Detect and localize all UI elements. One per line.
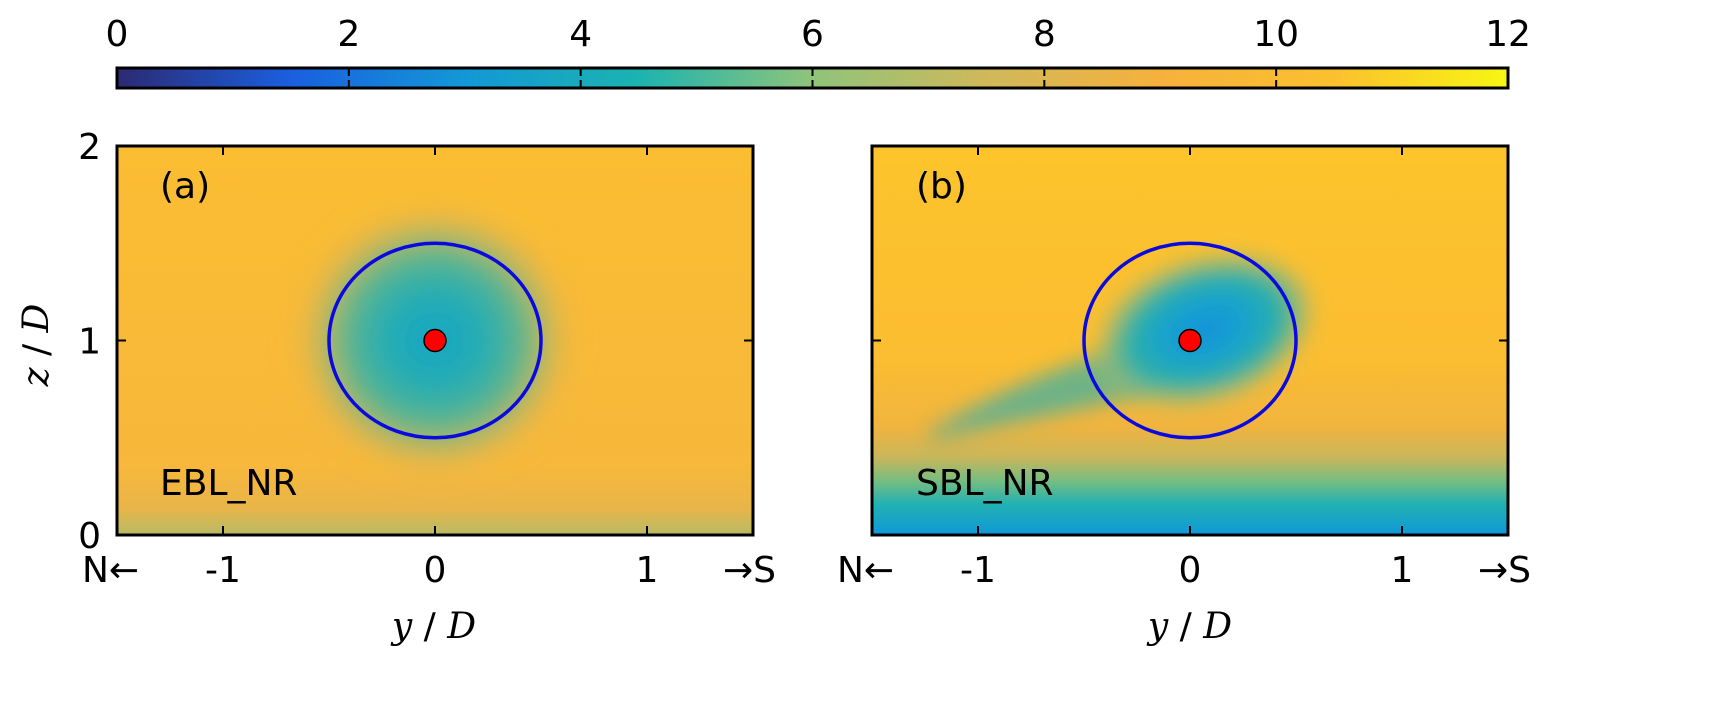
y-tick-label: 0 xyxy=(78,516,101,557)
x-tick-label: 0 xyxy=(1179,550,1202,591)
colorbar: 0 2 4 6 8 10 12 xyxy=(106,14,1531,90)
colorbar-tick-label: 12 xyxy=(1485,14,1531,55)
panel-b-label: (b) xyxy=(916,166,967,207)
panel-b-xlabel: y / D xyxy=(1146,606,1232,647)
panel-b: -1 0 1 (b) SBL_NR N← →S y / D xyxy=(837,144,1531,647)
x-tick-label: -1 xyxy=(205,550,241,591)
panel-a: -1 0 1 0 1 2 (a) EBL_NR N← →S y / D z / D xyxy=(16,127,776,647)
panel-a-hub-marker xyxy=(423,328,447,353)
panel-b-south-label: →S xyxy=(1478,550,1531,591)
panel-a-north-label: N← xyxy=(82,550,139,591)
x-tick-label: 1 xyxy=(1391,550,1414,591)
panel-a-rotor-circle xyxy=(327,241,543,440)
panel-a-case-label: EBL_NR xyxy=(160,463,297,504)
colorbar-tick-label: 0 xyxy=(106,14,129,55)
y-tick-label: 1 xyxy=(78,322,101,363)
colorbar-tick-label: 6 xyxy=(801,14,824,55)
colorbar-tick-label: 4 xyxy=(569,14,592,55)
panel-a-ticks: -1 0 1 0 1 2 xyxy=(78,127,753,591)
colorbar-tick-label: 2 xyxy=(337,14,360,55)
panel-b-rotor-circle xyxy=(1082,241,1298,440)
colorbar-ticks: 0 2 4 6 8 10 12 xyxy=(106,14,1531,88)
colorbar-tick-label: 8 xyxy=(1033,14,1056,55)
panel-b-hub-marker xyxy=(1178,328,1202,353)
panel-b-north-label: N← xyxy=(837,550,894,591)
panel-b-wake xyxy=(1088,247,1322,413)
x-tick-label: 1 xyxy=(636,550,659,591)
panel-a-ylabel: z / D xyxy=(16,303,57,387)
x-tick-label: -1 xyxy=(960,550,996,591)
x-tick-label: 0 xyxy=(424,550,447,591)
panel-a-xlabel: y / D xyxy=(390,606,476,647)
panel-b-ticks: -1 0 1 xyxy=(872,145,1508,591)
y-tick-label: 2 xyxy=(78,127,101,168)
panel-b-case-label: SBL_NR xyxy=(916,463,1054,504)
panel-a-label: (a) xyxy=(160,166,210,207)
panel-a-south-label: →S xyxy=(723,550,776,591)
colorbar-tick-label: 10 xyxy=(1253,14,1299,55)
